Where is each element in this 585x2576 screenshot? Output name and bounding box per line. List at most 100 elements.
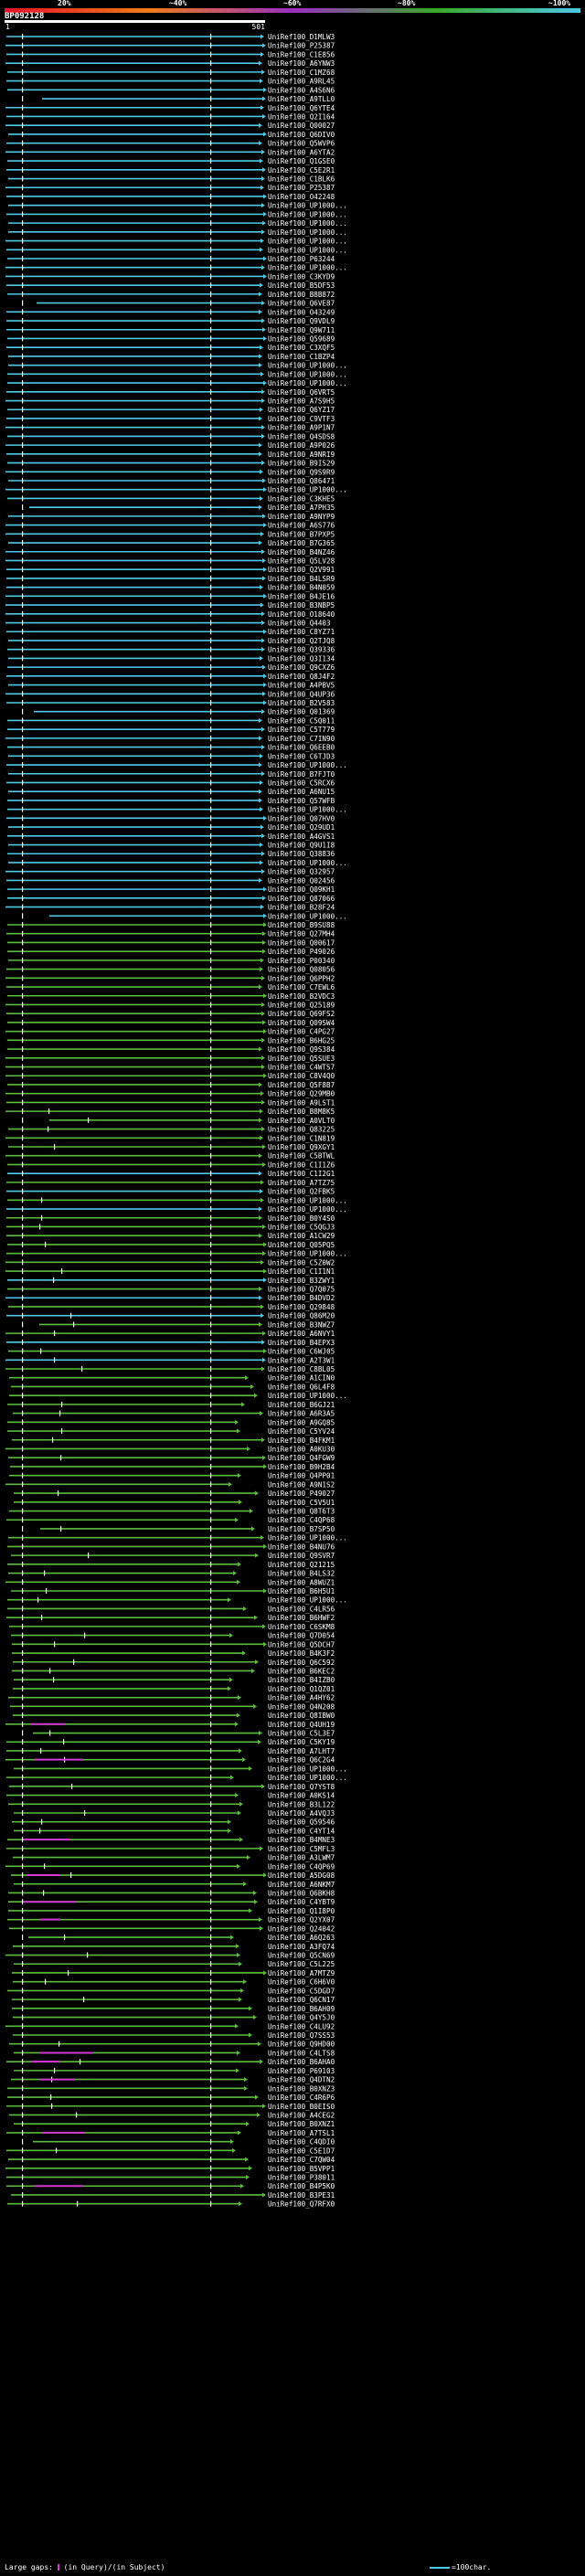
hit-row[interactable]: UniRef100_B6AHA0 — [6, 2058, 335, 2066]
hit-label[interactable]: UniRef100_Q5DCH7 — [268, 1640, 335, 1648]
hit-row[interactable]: UniRef100_C1BLK6 — [8, 175, 335, 184]
hit-row[interactable]: UniRef100_Q9SVR7 — [11, 1552, 335, 1560]
hit-row[interactable]: UniRef100_B3NBP5 — [5, 601, 335, 610]
hit-label[interactable]: UniRef100_A5DG08 — [268, 1871, 335, 1880]
hit-row[interactable]: UniRef100_Q69FS2 — [6, 1010, 335, 1018]
hit-label[interactable]: UniRef100_Q29848 — [268, 1303, 335, 1311]
hit-label[interactable]: UniRef100_B8B872 — [268, 291, 335, 299]
hit-row[interactable]: UniRef100_A0VLT0 — [22, 1117, 335, 1125]
hit-label[interactable]: UniRef100_B6HWF2 — [268, 1614, 335, 1622]
hit-row[interactable]: UniRef100_C1MZ68 — [7, 69, 335, 77]
hit-row[interactable]: UniRef100_UP1000... — [7, 1596, 347, 1605]
hit-label[interactable]: UniRef100_A6Q263 — [268, 1934, 335, 1942]
hit-row[interactable]: UniRef100_Q00617 — [7, 938, 335, 947]
hit-label[interactable]: UniRef100_A9P1N7 — [268, 424, 335, 432]
hit-label[interactable]: UniRef100_Q9SVR7 — [268, 1552, 335, 1560]
hit-row[interactable]: UniRef100_A4VQJ3 — [14, 1809, 335, 1818]
hit-label[interactable]: UniRef100_Q25189 — [268, 1001, 335, 1009]
hit-row[interactable]: UniRef100_UP1000... — [8, 219, 347, 228]
hit-row[interactable]: UniRef100_C4LR56 — [7, 1605, 335, 1613]
hit-label[interactable]: UniRef100_Q07HV0 — [268, 814, 335, 822]
hit-label[interactable]: UniRef100_Q6VRT5 — [268, 388, 335, 397]
hit-label[interactable]: UniRef100_B28F24 — [268, 904, 335, 912]
hit-label[interactable]: UniRef100_C8V4Q0 — [268, 1072, 335, 1080]
hit-row[interactable]: UniRef100_Q2I164 — [6, 112, 335, 121]
hit-row[interactable]: UniRef100_Q5F8B7 — [7, 1081, 335, 1089]
hit-label[interactable]: UniRef100_P49027 — [268, 1489, 335, 1498]
hit-label[interactable]: UniRef100_A9GQ85 — [268, 1418, 335, 1426]
hit-row[interactable]: UniRef100_C6H6V0 — [13, 1978, 335, 1987]
hit-label[interactable]: UniRef100_Q4403 — [268, 620, 331, 628]
hit-row[interactable]: UniRef100_B4P5K0 — [6, 2182, 335, 2190]
hit-row[interactable]: UniRef100_UP1000... — [8, 1534, 347, 1542]
hit-row[interactable]: UniRef100_B9H2B4 — [10, 1463, 335, 1471]
hit-row[interactable]: UniRef100_B3ZWY1 — [7, 1277, 335, 1285]
hit-label[interactable]: UniRef100_C1BZP4 — [268, 353, 335, 361]
hit-row[interactable]: UniRef100_Q1I8P0 — [8, 1907, 335, 1915]
hit-row[interactable]: UniRef100_Q83225 — [8, 1126, 335, 1134]
hit-label[interactable]: UniRef100_Q9CXZ6 — [268, 663, 335, 672]
hit-label[interactable]: UniRef100_C3XQF5 — [268, 344, 335, 352]
hit-label[interactable]: UniRef100_A2T3W1 — [268, 1356, 335, 1364]
hit-label[interactable]: UniRef100_C1E856 — [268, 50, 335, 58]
hit-label[interactable]: UniRef100_C4QP68 — [268, 1516, 335, 1524]
hit-row[interactable]: UniRef100_C5T779 — [7, 726, 335, 734]
hit-row[interactable]: UniRef100_Q87066 — [7, 895, 335, 903]
hit-row[interactable]: UniRef100_UP1000... — [7, 1196, 347, 1204]
hit-row[interactable]: UniRef100_P38011 — [6, 2174, 335, 2182]
hit-row[interactable]: UniRef100_A4PBV5 — [8, 682, 335, 690]
hit-label[interactable]: UniRef100_UP1000... — [268, 1205, 347, 1214]
hit-label[interactable]: UniRef100_B2V583 — [268, 699, 335, 707]
hit-label[interactable]: UniRef100_C1I2G1 — [268, 1170, 335, 1178]
hit-row[interactable]: UniRef100_A6NU15 — [8, 788, 335, 796]
hit-row[interactable]: UniRef100_C1BZP4 — [8, 353, 335, 361]
hit-label[interactable]: UniRef100_Q2TJQ8 — [268, 637, 335, 645]
hit-label[interactable]: UniRef100_Q86M20 — [268, 1312, 335, 1320]
hit-label[interactable]: UniRef100_B0EIS0 — [268, 2103, 335, 2111]
hit-label[interactable]: UniRef100_Q4UP36 — [268, 690, 335, 698]
hit-label[interactable]: UniRef100_C8BL05 — [268, 1365, 335, 1373]
hit-label[interactable]: UniRef100_A9TLL0 — [268, 95, 335, 103]
hit-row[interactable]: UniRef100_P25387 — [5, 184, 335, 192]
hit-row[interactable]: UniRef100_Q01369 — [22, 708, 335, 716]
hit-row[interactable]: UniRef100_B4FKM1 — [12, 1436, 335, 1445]
hit-row[interactable]: UniRef100_C1I1N1 — [5, 1267, 335, 1276]
hit-label[interactable]: UniRef100_Q6C592 — [268, 1659, 335, 1667]
hit-row[interactable]: UniRef100_C3KHE5 — [7, 494, 335, 503]
hit-row[interactable]: UniRef100_Q9U1I8 — [8, 842, 335, 850]
hit-label[interactable]: UniRef100_B6HG25 — [268, 1036, 335, 1044]
hit-label[interactable]: UniRef100_P69103 — [268, 2067, 335, 2075]
hit-label[interactable]: UniRef100_Q86471 — [268, 477, 335, 485]
hit-row[interactable]: UniRef100_A9RL45 — [6, 78, 335, 86]
hit-label[interactable]: UniRef100_Q39336 — [268, 646, 335, 654]
hit-label[interactable]: UniRef100_C4YT14 — [268, 1827, 335, 1835]
hit-label[interactable]: UniRef100_B4N059 — [268, 584, 335, 592]
hit-row[interactable]: UniRef100_C1I2G1 — [7, 1170, 335, 1178]
hit-label[interactable]: UniRef100_B7PXP5 — [268, 530, 335, 538]
hit-label[interactable]: UniRef100_A6NKM7 — [268, 1881, 335, 1889]
hit-label[interactable]: UniRef100_C5V5U1 — [268, 1499, 335, 1507]
hit-label[interactable]: UniRef100_A7PH35 — [268, 504, 335, 512]
hit-label[interactable]: UniRef100_C1I1Z6 — [268, 1161, 335, 1169]
hit-label[interactable]: UniRef100_B9H2B4 — [268, 1463, 335, 1471]
hit-row[interactable]: UniRef100_Q07HV0 — [6, 814, 335, 822]
hit-label[interactable]: UniRef100_Q7RFX0 — [268, 2200, 335, 2209]
hit-label[interactable]: UniRef100_UP1000... — [268, 1196, 347, 1204]
hit-label[interactable]: UniRef100_A7LHT7 — [268, 1747, 335, 1755]
hit-label[interactable]: UniRef100_C5MFL3 — [268, 1845, 335, 1853]
hit-label[interactable]: UniRef100_P63244 — [268, 255, 335, 263]
hit-row[interactable]: UniRef100_UP1000... — [5, 486, 347, 494]
hit-label[interactable]: UniRef100_Q4FGW9 — [268, 1454, 335, 1462]
hit-row[interactable]: UniRef100_A4HY62 — [8, 1694, 335, 1702]
hit-label[interactable]: UniRef100_A8WUZ1 — [268, 1578, 335, 1586]
hit-label[interactable]: UniRef100_Q6YTE4 — [268, 104, 335, 112]
hit-label[interactable]: UniRef100_A9P026 — [268, 441, 335, 450]
hit-row[interactable]: UniRef100_Q9W711 — [6, 326, 335, 334]
hit-label[interactable]: UniRef100_UP1000... — [268, 1596, 347, 1605]
hit-row[interactable]: UniRef100_UP1000... — [6, 761, 347, 769]
hit-label[interactable]: UniRef100_B2VDC3 — [268, 992, 335, 1001]
hit-label[interactable]: UniRef100_A4HY62 — [268, 1694, 335, 1702]
hit-row[interactable]: UniRef100_B6HG25 — [7, 1036, 335, 1044]
hit-label[interactable]: UniRef100_P25387 — [268, 42, 335, 50]
hit-label[interactable]: UniRef100_B0XNZ3 — [268, 2084, 335, 2093]
